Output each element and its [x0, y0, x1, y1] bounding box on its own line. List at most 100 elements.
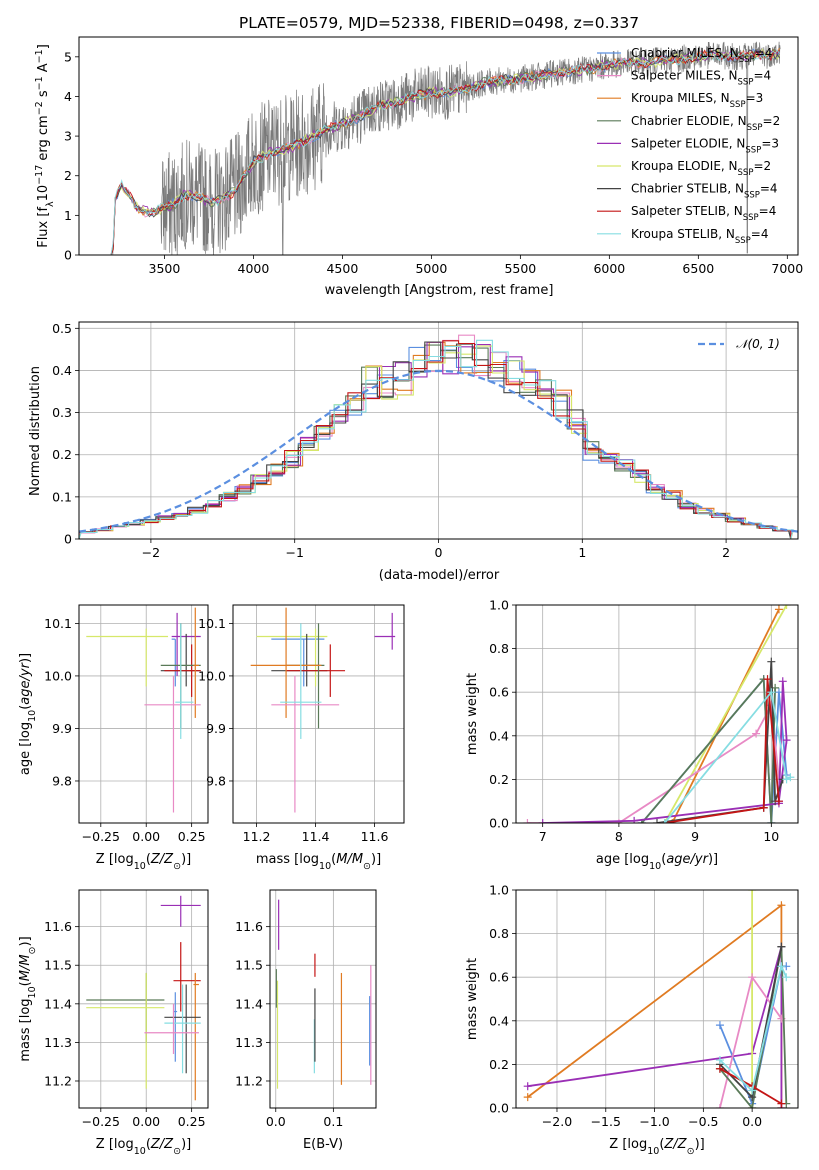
- age_vs_mass-points: [250, 607, 396, 813]
- legend-sub: SSP: [745, 145, 761, 155]
- x-tick-label: −1.5: [591, 1114, 621, 1129]
- label-part: Flux [f: [36, 207, 51, 248]
- x-tick-label: 6000: [593, 261, 625, 276]
- label-part: −1: [34, 76, 45, 90]
- y-tick-label: 1.0: [489, 598, 509, 613]
- legend-tail: =2: [763, 114, 781, 128]
- x-tick-label: 8: [615, 829, 623, 844]
- legend-sub: SSP: [743, 213, 759, 223]
- label-part: (: [18, 705, 33, 710]
- legend-sub: SSP: [744, 191, 760, 201]
- label-part: (: [659, 1137, 664, 1152]
- y-tick-label: 11.5: [44, 958, 72, 973]
- weight-marker: [786, 773, 795, 782]
- x-axis-label: Z [log10(Z/Z⊙)]: [96, 852, 191, 872]
- legend-entry: Kroupa ELODIE, NSSP=2: [631, 159, 771, 178]
- legend-entry: Salpeter MILES, NSSP=4: [631, 69, 771, 88]
- x-tick-label: −0.5: [688, 1114, 718, 1129]
- x-tick-label: 9: [691, 829, 699, 844]
- weight-marker: [777, 1099, 786, 1108]
- y-tick-label: 11.2: [44, 1073, 72, 1088]
- y-tick-label: 0.3: [52, 405, 72, 420]
- legend-tail: =3: [746, 91, 764, 105]
- x-tick-label: 0.25: [178, 1114, 206, 1129]
- legend-tail: =4: [753, 69, 771, 83]
- mass_weight_vs_Z-lines: [523, 890, 791, 1108]
- y-axis-label: age [log10(age/yr)]: [18, 653, 38, 775]
- x-axis-label: age [log10(age/yr)]: [596, 852, 718, 872]
- weight-marker: [767, 688, 776, 697]
- label-part: Z [log: [96, 1137, 134, 1152]
- legend-sub: SSP: [730, 100, 746, 110]
- y-tick-label: 10.0: [198, 668, 226, 683]
- y-tick-label: 0.0: [489, 816, 509, 831]
- legend-name: Kroupa ELODIE, N: [631, 159, 738, 173]
- weight-marker: [715, 1104, 724, 1108]
- spectrum-frame: [78, 36, 799, 256]
- legend-name: Kroupa STELIB, N: [631, 227, 735, 241]
- label-part: mass [log: [256, 852, 319, 867]
- y-tick-label: 11.3: [235, 1035, 263, 1050]
- label-part: )]: [708, 852, 718, 867]
- label-part: Z/Z: [663, 1137, 687, 1152]
- y-tick-label: 5: [64, 49, 72, 64]
- weight-marker: [752, 729, 761, 738]
- y-tick-label: 0.6: [489, 970, 509, 985]
- histogram-step: [79, 346, 792, 539]
- label-part: A: [36, 63, 51, 76]
- x-tick-label: −1: [285, 545, 303, 560]
- y-tick-label: 9.8: [52, 773, 72, 788]
- label-part: )]: [18, 653, 33, 663]
- x-axis-label: Z [log10(Z/Z⊙)]: [609, 1137, 704, 1157]
- histogram-group: [79, 334, 798, 539]
- weight-line: [663, 690, 791, 823]
- label-part: M/M: [336, 852, 363, 867]
- y-tick-label: 0.8: [489, 641, 509, 656]
- legend-name: Salpeter MILES, N: [631, 69, 738, 83]
- legend-tail: =4: [755, 46, 773, 60]
- y-tick-label: 11.3: [44, 1035, 72, 1050]
- weight-marker: [538, 819, 547, 823]
- weight-marker: [782, 605, 791, 609]
- x-tick-label: 0.00: [132, 1114, 160, 1129]
- age_vs_Z-frame: [78, 604, 209, 824]
- y-tick-label: 10.1: [198, 616, 226, 631]
- y-tick-label: 0.4: [52, 363, 72, 378]
- residuals-frame: [78, 321, 799, 540]
- histogram-step: [79, 344, 792, 539]
- weight-line: [527, 946, 783, 1108]
- age_vs_Z-points: [86, 607, 201, 813]
- legend-name: Salpeter STELIB, N: [631, 204, 743, 218]
- x-tick-label: −2: [142, 545, 160, 560]
- y-axis-label: mass weight: [465, 673, 480, 755]
- label-part: (: [146, 1137, 151, 1152]
- y-tick-label: 0: [64, 532, 72, 547]
- weight-marker: [782, 973, 791, 982]
- label-part: ]: [36, 44, 51, 49]
- mass_weight_vs_age-lines: [523, 605, 795, 823]
- weight-line: [719, 963, 788, 1093]
- y-tick-label: 0.8: [489, 926, 509, 941]
- age_vs_Z-axes: −0.25 0.00 0.25 9.8 9.9 10.0 10.1: [44, 605, 208, 844]
- weight-marker: [715, 1064, 724, 1073]
- legend-entry: Salpeter ELODIE, NSSP=3: [631, 136, 779, 155]
- mass_vs_Z-axes: −0.25 0.00 0.25 11.2 11.3 11.4 11.5 11.6: [44, 890, 208, 1129]
- y-tick-label: 4: [64, 89, 72, 104]
- y-tick-label: 0: [64, 248, 72, 263]
- weight-marker: [763, 675, 772, 684]
- x-tick-label: 0.25: [178, 829, 206, 844]
- legend-tail: =4: [751, 227, 769, 241]
- y-tick-label: 0.4: [489, 1013, 509, 1028]
- legend-name: Chabrier ELODIE, N: [631, 114, 747, 128]
- y-tick-label: 9.9: [206, 721, 226, 736]
- y-axis-label: mass weight: [465, 958, 480, 1040]
- y-tick-label: 9.9: [52, 721, 72, 736]
- y-tick-label: 11.5: [235, 958, 263, 973]
- label-part: ⊙: [173, 1146, 181, 1157]
- y-tick-label: 0.4: [489, 728, 509, 743]
- spectrum-lines: [110, 41, 781, 255]
- weight-marker: [660, 819, 669, 823]
- legend-tail: =3: [761, 136, 779, 150]
